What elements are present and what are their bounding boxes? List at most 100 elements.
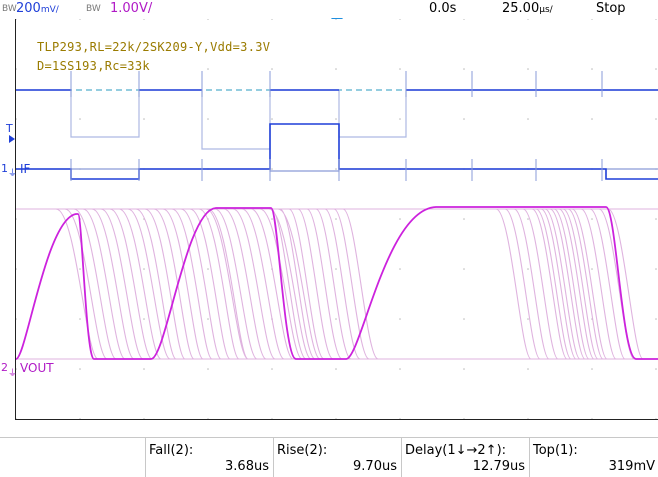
trigger-level-arrow-icon bbox=[9, 135, 15, 143]
graticule-dot bbox=[655, 68, 657, 70]
graticule-dot bbox=[655, 118, 657, 120]
graticule-dot bbox=[463, 368, 465, 370]
graticule-dot bbox=[591, 268, 593, 270]
ch1-scale-value: 200 bbox=[16, 1, 41, 16]
time-per-div[interactable]: 25.00µs/ bbox=[502, 1, 553, 16]
ch1-trace-label: IF bbox=[20, 162, 31, 176]
graticule-dot bbox=[271, 68, 273, 70]
ch1-number: 1 bbox=[1, 162, 8, 175]
graticule-dot bbox=[591, 68, 593, 70]
graticule-dot bbox=[207, 118, 209, 120]
measurement-delay-label: Delay(1↓→2↑): bbox=[405, 443, 507, 458]
graticule-dot bbox=[271, 19, 273, 20]
graticule-dot bbox=[335, 19, 337, 20]
graticule-dot bbox=[399, 418, 401, 419]
graticule-dot bbox=[399, 268, 401, 270]
graticule-dot bbox=[207, 318, 209, 320]
graticule-dot bbox=[655, 318, 657, 320]
measurement-rise-value: 9.70us bbox=[353, 459, 397, 474]
graticule-dot bbox=[591, 19, 593, 20]
graticule-dot bbox=[463, 218, 465, 220]
measurement-fall[interactable]: Fall(2): 3.68us bbox=[145, 437, 273, 477]
graticule-dot bbox=[143, 318, 145, 320]
time-scale-unit: µs/ bbox=[539, 5, 553, 15]
waveform-canvas bbox=[16, 19, 658, 419]
graticule-dot bbox=[271, 368, 273, 370]
graticule-dot bbox=[527, 68, 529, 70]
graticule-dot bbox=[527, 368, 529, 370]
graticule-dot bbox=[655, 218, 657, 220]
graticule-dot bbox=[143, 68, 145, 70]
graticule-dot bbox=[79, 19, 81, 20]
graticule-dot bbox=[527, 218, 529, 220]
graticule-dot bbox=[143, 268, 145, 270]
graticule-dot bbox=[207, 68, 209, 70]
measurement-fall-label: Fall(2): bbox=[149, 443, 194, 458]
time-position[interactable]: 0.0s bbox=[429, 1, 457, 16]
graticule-dot bbox=[655, 418, 657, 419]
graticule-dot bbox=[463, 118, 465, 120]
graticule-dot bbox=[463, 418, 465, 419]
graticule-dot bbox=[335, 218, 337, 220]
graticule-dot bbox=[335, 118, 337, 120]
graticule-dot bbox=[143, 19, 145, 20]
measurement-rise[interactable]: Rise(2): 9.70us bbox=[273, 437, 401, 477]
graticule-dot bbox=[79, 318, 81, 320]
graticule-dot bbox=[463, 68, 465, 70]
graticule-dot bbox=[463, 268, 465, 270]
graticule-dot bbox=[527, 418, 529, 419]
graticule-dot bbox=[399, 218, 401, 220]
graticule-dot bbox=[207, 418, 209, 419]
ch2-vout-trace bbox=[16, 206, 658, 360]
graticule-dot bbox=[79, 418, 81, 419]
ch1-bandwidth-limit-label: BW bbox=[2, 4, 17, 14]
graticule-dot bbox=[79, 268, 81, 270]
measurement-top[interactable]: Top(1): 319mV bbox=[529, 437, 658, 477]
graticule-dot bbox=[271, 168, 273, 170]
graticule-dot bbox=[527, 318, 529, 320]
graticule-dot bbox=[16, 318, 17, 320]
graticule-dot bbox=[16, 368, 17, 370]
graticule-dot bbox=[399, 368, 401, 370]
graticule-dot bbox=[655, 368, 657, 370]
ch2-volts-per-div[interactable]: 1.00V/ bbox=[110, 1, 153, 16]
graticule-dot bbox=[591, 418, 593, 419]
graticule-dot bbox=[207, 268, 209, 270]
graticule-dot bbox=[463, 318, 465, 320]
trigger-level-label: T bbox=[6, 122, 13, 135]
annotation-line-1: TLP293,RL=22k/2SK209-Y,Vdd=3.3V bbox=[37, 40, 271, 54]
graticule-dot bbox=[143, 368, 145, 370]
ch2-ground-marker[interactable]: 2 bbox=[1, 361, 8, 374]
graticule-dot bbox=[79, 368, 81, 370]
graticule-dot bbox=[16, 118, 17, 120]
ch2-persistence-traces bbox=[16, 208, 658, 360]
ch1-volts-per-div[interactable]: 200mV/ bbox=[16, 1, 59, 16]
measurement-delay[interactable]: Delay(1↓→2↑): 12.79us bbox=[401, 437, 529, 477]
graticule-dot bbox=[527, 118, 529, 120]
graticule-dot bbox=[335, 168, 337, 170]
graticule-dot bbox=[399, 118, 401, 120]
graticule-dot bbox=[335, 368, 337, 370]
graticule-dot bbox=[16, 68, 17, 70]
graticule-dot bbox=[527, 19, 529, 20]
ch1-ground-marker[interactable]: 1 bbox=[1, 162, 8, 175]
graticule-dot bbox=[655, 268, 657, 270]
graticule-dot bbox=[16, 19, 17, 20]
run-stop-status[interactable]: Stop bbox=[596, 1, 626, 16]
graticule-dot bbox=[591, 118, 593, 120]
graticule-dot bbox=[271, 418, 273, 419]
graticule-dot bbox=[143, 118, 145, 120]
ch1-upper-persistence-trace bbox=[16, 89, 658, 150]
graticule-dot bbox=[335, 268, 337, 270]
graticule-dot bbox=[335, 318, 337, 320]
ch2-trace-label: VOUT bbox=[20, 361, 54, 375]
measurement-top-label: Top(1): bbox=[533, 443, 578, 458]
graticule-dot bbox=[591, 368, 593, 370]
graticule-dot bbox=[16, 268, 17, 270]
trigger-level-marker[interactable]: T bbox=[6, 122, 13, 135]
waveform-display[interactable] bbox=[15, 19, 658, 420]
measurement-fall-value: 3.68us bbox=[225, 459, 269, 474]
graticule-dot bbox=[271, 218, 273, 220]
measurement-rise-label: Rise(2): bbox=[277, 443, 328, 458]
graticule-dot bbox=[527, 268, 529, 270]
